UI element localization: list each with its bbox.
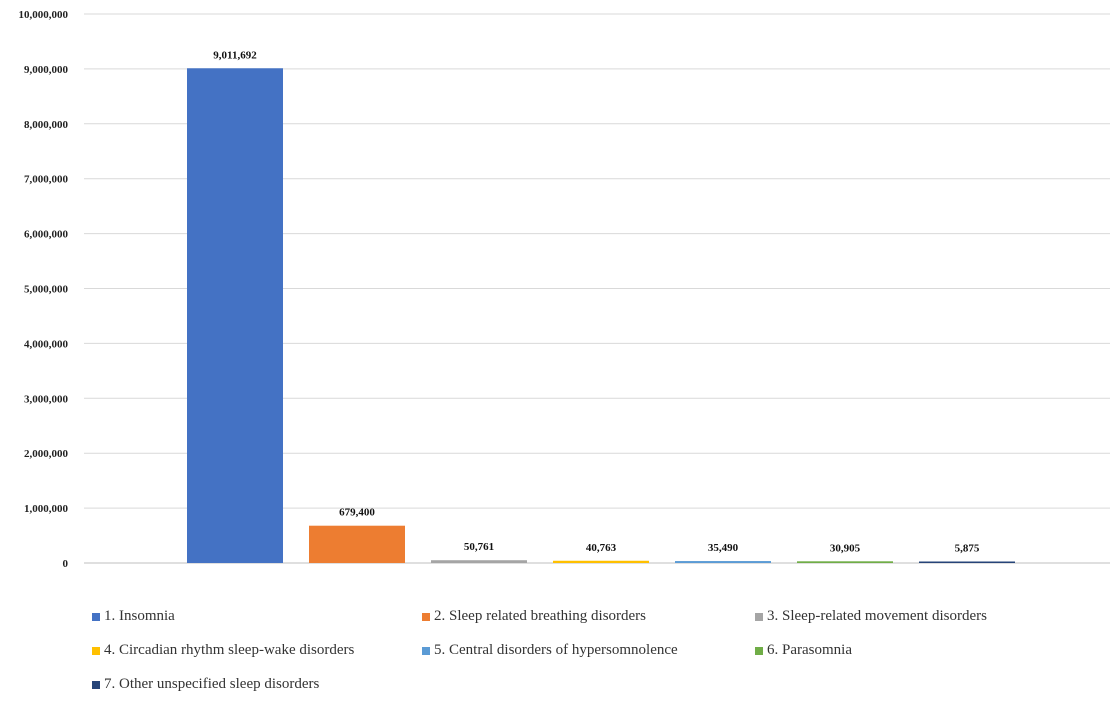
legend-item-7: 7. Other unspecified sleep disorders (92, 676, 319, 693)
legend-label: 5. Central disorders of hypersomnolence (434, 642, 678, 658)
y-tick-label: 7,000,000 (24, 174, 69, 186)
data-label-5: 35,490 (708, 542, 739, 554)
legend-swatch (755, 646, 763, 655)
legend-swatch (422, 646, 430, 655)
bar-3 (431, 560, 527, 563)
legend-item-5: 5. Central disorders of hypersomnolence (422, 642, 678, 659)
legend-item-2: 2. Sleep related breathing disorders (422, 608, 646, 625)
legend-label: 6. Parasomnia (767, 642, 852, 658)
legend-item-3: 3. Sleep-related movement disorders (755, 608, 987, 625)
y-tick-label: 3,000,000 (24, 393, 69, 405)
y-tick-label: 2,000,000 (24, 448, 69, 460)
bar-1 (187, 68, 283, 563)
y-tick-label: 4,000,000 (24, 338, 69, 350)
data-label-4: 40,763 (586, 542, 617, 554)
y-tick-label: 9,000,000 (24, 64, 69, 76)
legend-label: 4. Circadian rhythm sleep-wake disorders (104, 642, 355, 658)
legend-item-4: 4. Circadian rhythm sleep-wake disorders (92, 642, 354, 659)
data-label-6: 30,905 (830, 542, 861, 554)
bar-6 (797, 561, 893, 563)
legend-swatch (422, 612, 430, 621)
bar-4 (553, 560, 649, 563)
legend-swatch (755, 612, 763, 621)
legend-label: 2. Sleep related breathing disorders (434, 608, 647, 624)
data-label-7: 5,875 (955, 543, 980, 555)
data-label-3: 50,761 (464, 541, 494, 553)
y-tick-label: 0 (63, 558, 69, 570)
legend-item-6: 6. Parasomnia (755, 642, 852, 659)
bar-7 (919, 561, 1015, 563)
y-tick-label: 8,000,000 (24, 119, 69, 131)
legend-label: 7. Other unspecified sleep disorders (104, 676, 320, 692)
legend-swatch (92, 612, 100, 621)
y-tick-label: 6,000,000 (24, 229, 69, 241)
legend-swatch (92, 646, 100, 655)
data-label-1: 9,011,692 (213, 49, 257, 61)
legend-item-1: 1. Insomnia (92, 608, 175, 625)
y-tick-label: 1,000,000 (24, 503, 69, 515)
data-label-2: 679,400 (339, 507, 375, 519)
bar-chart: 0 1,000,000 2,000,000 3,000,000 4,000,000 5,0… (19, 9, 1110, 570)
y-tick-label: 5,000,000 (24, 284, 69, 296)
y-tick-label: 10,000,000 (19, 9, 69, 21)
legend-swatch (92, 680, 100, 689)
legend-label: 1. Insomnia (104, 608, 175, 624)
bar-5 (675, 561, 771, 563)
legend-label: 3. Sleep-related movement disorders (767, 608, 987, 624)
bar-2 (309, 525, 405, 563)
